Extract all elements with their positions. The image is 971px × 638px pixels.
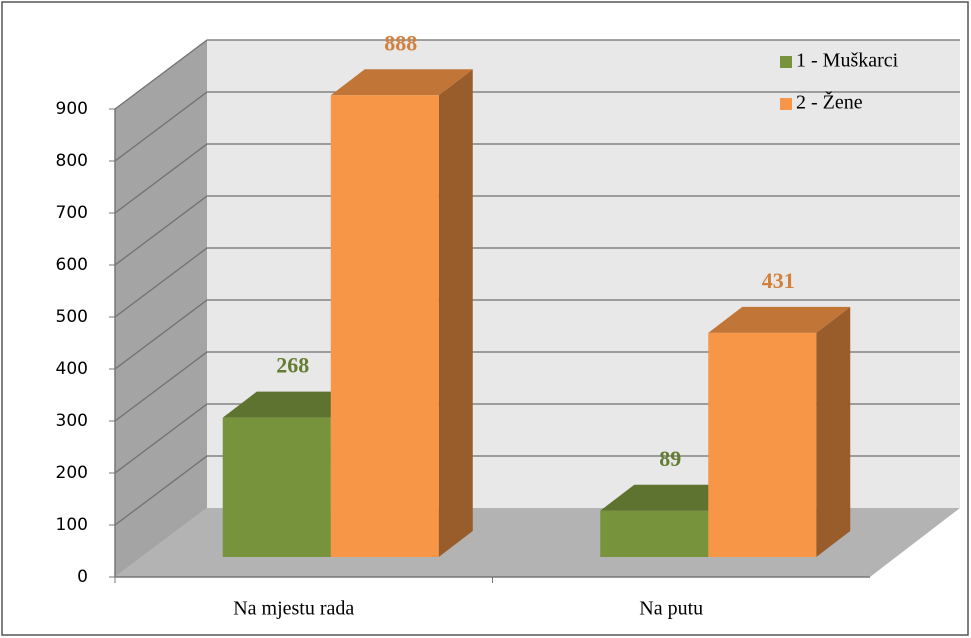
grid-line — [114, 39, 960, 110]
bar — [708, 332, 817, 557]
y-tick-label: 800 — [56, 151, 88, 171]
legend-label: 1 - Muškarci — [796, 50, 899, 72]
y-tick-label: 100 — [56, 515, 88, 535]
grid-line — [114, 195, 960, 266]
bar-side — [816, 306, 851, 557]
y-tick-label: 500 — [56, 307, 88, 327]
x-tick-label: Na putu — [639, 598, 703, 620]
y-tick-label: 300 — [56, 411, 88, 431]
bar-top — [708, 306, 851, 333]
bar — [330, 95, 439, 558]
y-tick-label: 600 — [56, 255, 88, 275]
y-tick-label: 900 — [56, 99, 88, 119]
data-label: 89 — [659, 446, 681, 471]
grid-line — [114, 247, 960, 318]
bar-top — [222, 391, 365, 418]
bar-top — [330, 69, 473, 96]
data-label: 431 — [762, 268, 795, 293]
y-tick-label: 200 — [56, 463, 88, 483]
x-tick-label: Na mjestu rada — [233, 598, 354, 620]
side-wall — [115, 40, 207, 577]
bar — [222, 417, 331, 557]
y-tick-label: 700 — [56, 203, 88, 223]
y-tick-label: 0 — [77, 567, 88, 587]
data-label: 888 — [384, 30, 417, 55]
legend-label: 2 - Žene — [796, 91, 863, 114]
data-label: 268 — [276, 353, 309, 378]
bar-top — [600, 484, 743, 511]
bar-side — [438, 69, 473, 558]
grid-line — [114, 143, 960, 214]
grid-line — [114, 299, 960, 370]
y-tick-label: 400 — [56, 359, 88, 379]
legend-swatch — [780, 56, 792, 68]
legend-swatch — [780, 98, 792, 110]
bar — [600, 510, 709, 557]
grid-line — [114, 91, 960, 162]
